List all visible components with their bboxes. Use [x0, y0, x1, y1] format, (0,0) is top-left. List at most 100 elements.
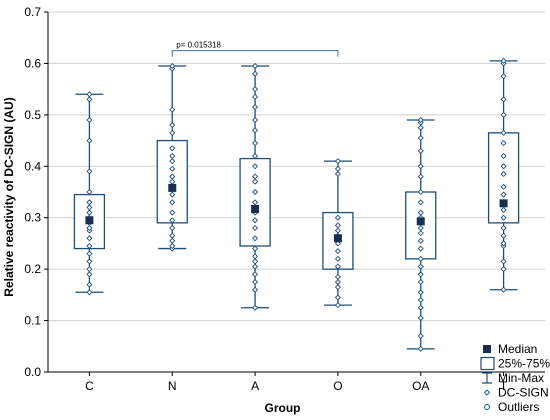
data-point — [417, 230, 424, 237]
data-point — [169, 237, 176, 244]
data-point — [417, 314, 424, 322]
median-marker — [168, 183, 177, 192]
data-point — [500, 170, 507, 178]
data-point — [252, 173, 259, 180]
data-point — [417, 332, 424, 340]
data-point — [334, 278, 341, 286]
legend-label: 25%-75% — [498, 357, 550, 371]
data-point — [86, 188, 93, 196]
x-tick-label: C — [85, 379, 94, 393]
data-point — [500, 111, 507, 118]
data-point — [252, 271, 259, 278]
data-point — [169, 158, 176, 165]
box-group-c — [73, 91, 106, 296]
data-point — [500, 152, 507, 160]
data-point — [500, 258, 507, 265]
data-point — [169, 129, 176, 136]
data-point — [334, 273, 341, 280]
data-point — [169, 242, 176, 250]
y-tick-label: 0.1 — [24, 314, 41, 328]
data-point — [417, 116, 424, 124]
data-point — [169, 191, 176, 198]
grid-lines — [48, 11, 545, 322]
data-point — [500, 57, 507, 64]
data-point — [169, 165, 176, 172]
data-point — [86, 137, 93, 144]
data-point — [169, 152, 176, 160]
data-point — [252, 163, 259, 170]
data-point — [169, 217, 176, 224]
data-point — [500, 266, 507, 273]
data-point — [334, 294, 341, 301]
data-point — [169, 62, 176, 70]
data-point — [252, 278, 259, 286]
median-marker — [333, 234, 342, 243]
y-tick-label: 0.5 — [24, 108, 41, 122]
data-point — [252, 217, 259, 224]
box-group-n — [156, 62, 188, 252]
data-point — [252, 235, 259, 242]
data-point — [252, 286, 259, 293]
data-point — [252, 152, 259, 160]
data-point — [334, 170, 341, 178]
data-point — [417, 237, 424, 244]
data-point — [252, 224, 259, 232]
data-point — [417, 173, 424, 180]
data-point — [417, 188, 424, 196]
p-value-label: p= 0.015318 — [176, 41, 221, 50]
data-point — [334, 284, 341, 291]
y-tick-label: 0.0 — [24, 365, 41, 379]
box-plots — [73, 57, 520, 352]
data-point — [500, 224, 507, 232]
legend-point-icon — [483, 389, 491, 396]
data-point — [334, 158, 341, 165]
data-point — [417, 124, 424, 131]
data-point — [86, 224, 93, 232]
data-point — [86, 258, 93, 265]
box-group-a — [239, 62, 271, 311]
legend-median-icon — [483, 345, 491, 353]
x-tick-label: OA — [412, 379, 429, 393]
y-tick-label: 0.2 — [24, 262, 41, 276]
data-point — [417, 345, 424, 352]
data-point — [252, 93, 259, 100]
data-point — [252, 127, 259, 134]
legend-box-icon — [480, 356, 495, 371]
data-point — [86, 242, 93, 250]
data-point — [169, 106, 176, 113]
data-point — [500, 232, 507, 239]
data-point — [169, 122, 176, 129]
data-point — [417, 245, 424, 252]
data-point — [417, 296, 424, 304]
data-point — [252, 253, 259, 260]
data-point — [252, 62, 259, 70]
data-point — [252, 178, 259, 185]
legend-item: 25%-75% — [480, 356, 550, 371]
data-point — [417, 289, 424, 296]
data-point — [334, 255, 341, 262]
data-point — [252, 263, 259, 270]
data-point — [500, 206, 507, 214]
data-point — [252, 116, 259, 124]
data-point — [417, 163, 424, 170]
x-axis-title: Group — [265, 401, 301, 415]
data-point — [417, 263, 424, 270]
data-point — [252, 199, 259, 206]
box-group-t — [487, 57, 520, 293]
data-point — [86, 96, 93, 103]
significance-bracket — [171, 50, 339, 57]
data-point — [334, 165, 341, 172]
data-point — [252, 258, 259, 265]
legend-minmax-icon — [482, 372, 492, 384]
data-point — [86, 209, 93, 216]
data-point — [86, 116, 93, 124]
data-point — [417, 304, 424, 311]
data-point — [500, 191, 507, 198]
data-point — [169, 232, 176, 239]
data-point — [417, 278, 424, 286]
data-point — [417, 134, 424, 142]
legend-label: Median — [498, 342, 537, 356]
data-point — [86, 271, 93, 278]
data-point — [417, 255, 424, 262]
data-point — [86, 289, 93, 296]
